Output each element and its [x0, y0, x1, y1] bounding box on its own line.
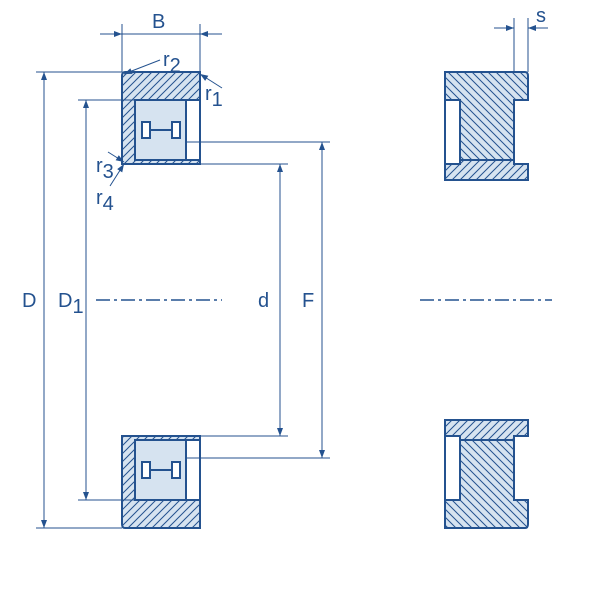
label-d: d	[258, 290, 269, 312]
cage-top-right	[172, 122, 180, 138]
label-B: B	[152, 11, 165, 33]
cage-bottom-left	[142, 462, 150, 478]
label-s: s	[536, 5, 546, 27]
cage-top-left	[142, 122, 150, 138]
side-inner-bottom	[445, 420, 528, 440]
label-D: D	[22, 290, 36, 312]
label-F: F	[302, 290, 314, 312]
cage-bottom-right	[172, 462, 180, 478]
side-inner-top	[445, 160, 528, 180]
bearing-diagram: D D1 d F B s r1 r2 r3 r4	[0, 0, 600, 600]
